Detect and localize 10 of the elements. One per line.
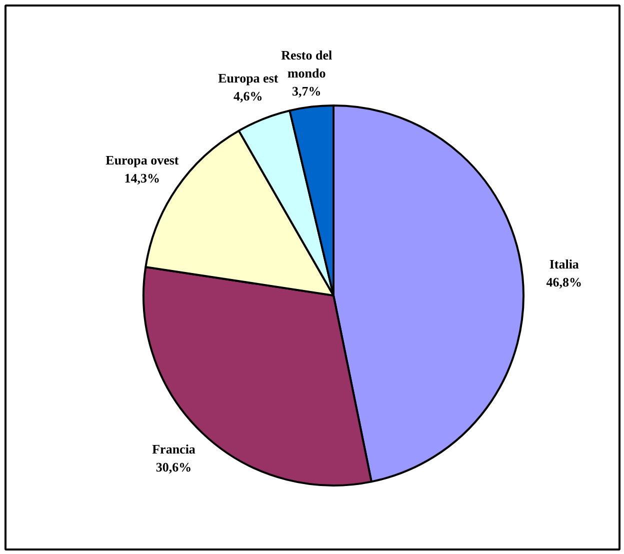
data-label: 14,3% — [124, 170, 160, 186]
data-label: 4,6% — [234, 88, 263, 104]
slice-label: Europa est — [218, 70, 279, 86]
slice-label: Resto del mondo — [281, 47, 332, 80]
data-label: 30,6% — [156, 459, 192, 474]
data-label: 3,7% — [292, 83, 322, 98]
slice-label: Italia — [549, 256, 580, 272]
slice-label: Europa ovest — [106, 152, 180, 168]
slice-label: Francia — [152, 441, 196, 456]
data-label: 46,8% — [546, 274, 582, 290]
